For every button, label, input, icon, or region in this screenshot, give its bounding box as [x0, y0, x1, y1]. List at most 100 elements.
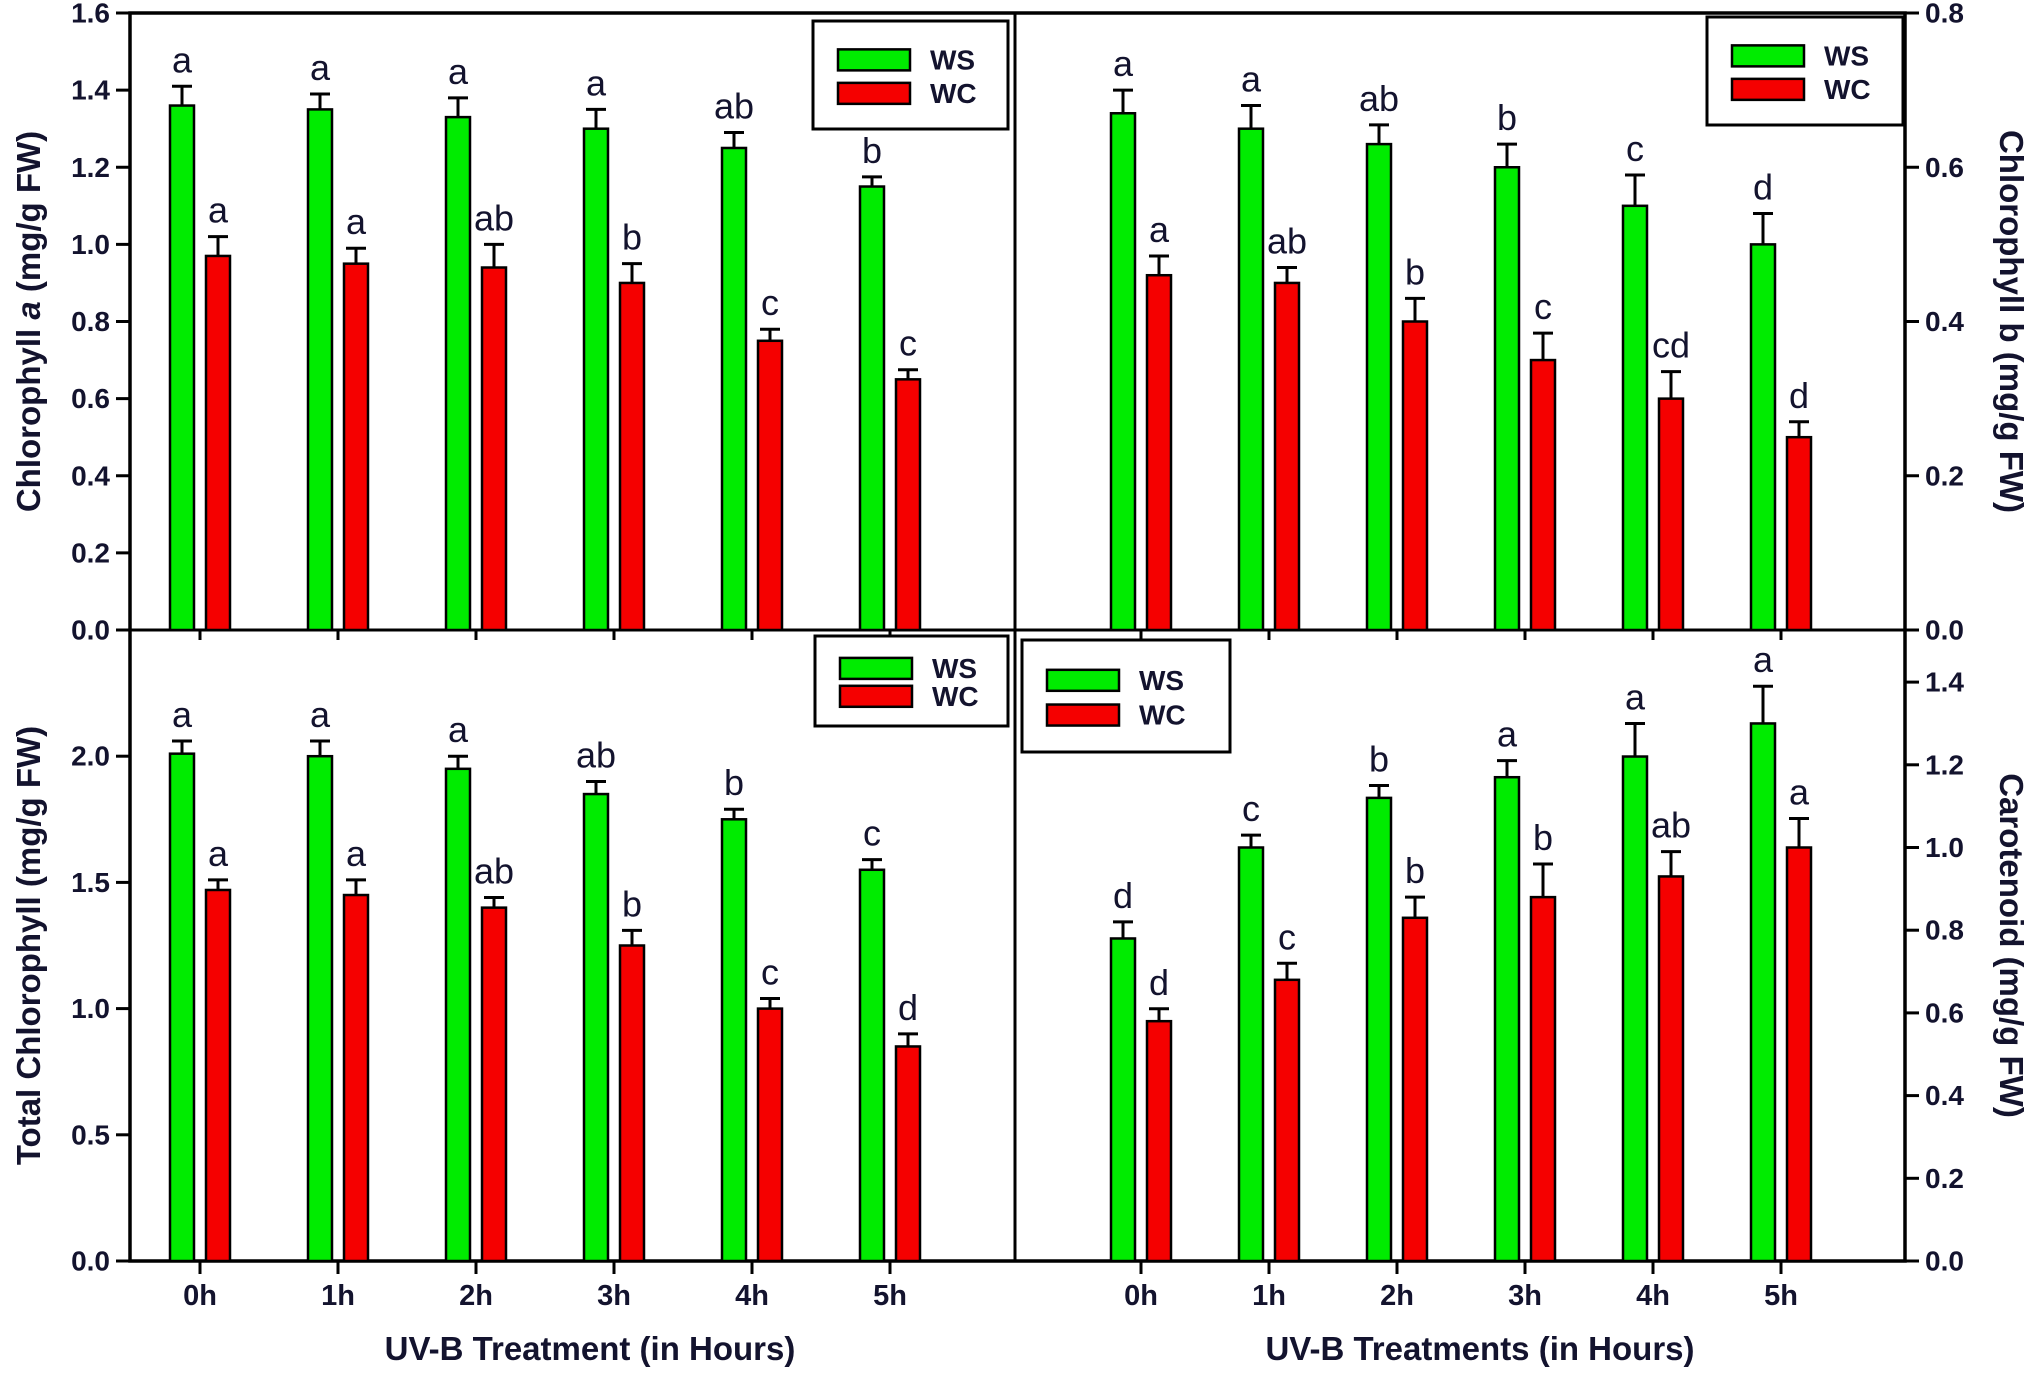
- sig-letter-total_chl-wc-5h: d: [898, 987, 918, 1028]
- xtick-label-left-2h: 2h: [459, 1280, 493, 1312]
- sig-letter-chl_a-ws-4h: ab: [714, 86, 754, 127]
- bar-carotenoid-ws-2h: [1365, 796, 1393, 1263]
- ytick-label-carotenoid-0.0: 0.0: [1925, 1246, 1964, 1277]
- sig-letter-chl_a-wc-1h: a: [346, 201, 367, 242]
- sig-letter-carotenoid-wc-3h: b: [1533, 817, 1553, 858]
- sig-letter-chl_a-ws-5h: b: [862, 130, 882, 171]
- y-axis-title-carotenoid: Carotenoid (mg/g FW): [1993, 773, 2030, 1118]
- sig-letter-carotenoid-wc-2h: b: [1405, 850, 1425, 891]
- xtick-label-left-5h: 5h: [873, 1280, 907, 1312]
- xtick-label-right-3h: 3h: [1508, 1280, 1542, 1312]
- y-axis-title-chl_a: Chlorophyll a (mg/g FW): [10, 131, 47, 512]
- bar-total_chl-ws-2h: [444, 767, 472, 1263]
- y-axis-title-total_chl: Total Chlorophyll (mg/g FW): [10, 726, 47, 1165]
- bar-carotenoid-wc-2h: [1401, 916, 1429, 1263]
- bar-carotenoid-wc-4h: [1657, 875, 1685, 1263]
- sig-letter-carotenoid-wc-4h: ab: [1651, 805, 1691, 846]
- ytick-label-total_chl-1.5: 1.5: [71, 867, 110, 898]
- bar-total_chl-wc-4h: [756, 1007, 784, 1263]
- sig-letter-chl_b-ws-3h: b: [1497, 97, 1517, 138]
- sig-letter-total_chl-ws-2h: a: [448, 709, 469, 750]
- bar-chl_a-wc-0h: [204, 254, 232, 632]
- legend-swatch-ws-chl_a: [836, 48, 912, 72]
- sig-letter-chl_b-wc-4h: cd: [1652, 325, 1690, 366]
- sig-letter-chl_b-ws-2h: ab: [1359, 78, 1399, 119]
- bar-chl_b-ws-2h: [1365, 142, 1393, 632]
- bar-carotenoid-ws-0h: [1109, 937, 1137, 1263]
- ytick-label-carotenoid-0.6: 0.6: [1925, 997, 1964, 1028]
- sig-letter-chl_b-wc-3h: c: [1534, 286, 1552, 327]
- legend-swatch-wc-chl_b: [1730, 77, 1806, 102]
- xtick-label-left-0h: 0h: [183, 1280, 217, 1312]
- bar-total_chl-ws-1h: [306, 754, 334, 1263]
- bar-chl_a-wc-4h: [756, 339, 784, 632]
- legend-label-ws-carotenoid: WS: [1139, 665, 1184, 696]
- sig-letter-carotenoid-wc-1h: c: [1278, 916, 1296, 957]
- sig-letter-chl_b-ws-5h: d: [1753, 167, 1773, 208]
- x-axis-title-left: UV-B Treatment (in Hours): [385, 1330, 796, 1367]
- sig-letter-chl_a-ws-3h: a: [586, 62, 607, 103]
- bar-chl_a-wc-2h: [480, 266, 508, 632]
- bar-chl_b-wc-4h: [1657, 397, 1685, 632]
- ytick-label-chl_b-0.2: 0.2: [1925, 460, 1964, 491]
- bar-total_chl-ws-5h: [858, 868, 886, 1263]
- bar-carotenoid-ws-5h: [1749, 722, 1777, 1263]
- bar-carotenoid-wc-1h: [1273, 978, 1301, 1263]
- sig-letter-chl_a-wc-3h: b: [622, 217, 642, 258]
- bar-chl_b-wc-1h: [1273, 281, 1301, 632]
- legend-label-wc-chl_a: WC: [930, 78, 977, 109]
- bar-chl_a-ws-4h: [720, 146, 748, 632]
- sig-letter-total_chl-wc-4h: c: [761, 952, 779, 993]
- bar-chl_a-ws-5h: [858, 185, 886, 632]
- sig-letter-chl_b-wc-0h: a: [1149, 209, 1170, 250]
- sig-letter-carotenoid-wc-5h: a: [1789, 772, 1810, 813]
- xtick-label-right-5h: 5h: [1764, 1280, 1798, 1312]
- ytick-label-chl_a-0.0: 0.0: [71, 615, 110, 646]
- sig-letter-carotenoid-ws-1h: c: [1242, 788, 1260, 829]
- sig-letter-carotenoid-ws-4h: a: [1625, 676, 1646, 717]
- legend-swatch-wc-chl_a: [836, 81, 912, 106]
- plot-frame: [128, 11, 1907, 1263]
- bar-carotenoid-wc-0h: [1145, 1019, 1173, 1263]
- legend-box-chl_b: [1705, 15, 1905, 127]
- xtick-label-right-2h: 2h: [1380, 1280, 1414, 1312]
- legend-box-chl_a: [811, 19, 1010, 131]
- bar-chl_a-wc-3h: [618, 281, 646, 632]
- ytick-label-carotenoid-0.8: 0.8: [1925, 915, 1964, 946]
- ytick-label-chl_a-1.6: 1.6: [71, 0, 110, 29]
- legend-label-ws-total_chl: WS: [932, 653, 977, 684]
- legend-swatch-wc-total_chl: [838, 684, 914, 709]
- sig-letter-carotenoid-ws-3h: a: [1497, 714, 1518, 755]
- bar-carotenoid-ws-1h: [1237, 846, 1265, 1263]
- sig-letter-total_chl-ws-4h: b: [724, 762, 744, 803]
- sig-letter-carotenoid-ws-0h: d: [1113, 875, 1133, 916]
- bar-chl_b-ws-3h: [1493, 166, 1521, 632]
- ytick-label-chl_b-0.6: 0.6: [1925, 152, 1964, 183]
- xtick-label-right-4h: 4h: [1636, 1280, 1670, 1312]
- ytick-label-chl_a-0.4: 0.4: [71, 460, 110, 491]
- ytick-label-chl_b-0.0: 0.0: [1925, 615, 1964, 646]
- legend-label-ws-chl_b: WS: [1824, 40, 1869, 71]
- sig-letter-chl_b-ws-4h: c: [1626, 128, 1644, 169]
- bar-total_chl-ws-0h: [168, 752, 196, 1263]
- sig-letter-chl_a-wc-5h: c: [899, 323, 917, 364]
- bar-chl_b-ws-4h: [1621, 204, 1649, 632]
- ytick-label-carotenoid-1.2: 1.2: [1925, 749, 1964, 780]
- xtick-label-left-1h: 1h: [321, 1280, 355, 1312]
- bar-chl_b-wc-0h: [1145, 273, 1173, 632]
- legend-label-wc-chl_b: WC: [1824, 74, 1871, 105]
- legend-label-wc-total_chl: WC: [932, 681, 979, 712]
- sig-letter-total_chl-ws-3h: ab: [576, 734, 616, 775]
- sig-letter-total_chl-ws-0h: a: [172, 694, 193, 735]
- bar-total_chl-ws-3h: [582, 792, 610, 1263]
- bar-carotenoid-ws-3h: [1493, 775, 1521, 1263]
- ytick-label-carotenoid-1.4: 1.4: [1925, 667, 1964, 698]
- bar-total_chl-wc-0h: [204, 888, 232, 1263]
- ytick-label-chl_a-0.8: 0.8: [71, 306, 110, 337]
- ytick-label-chl_a-1.2: 1.2: [71, 152, 110, 183]
- bar-chl_b-ws-5h: [1749, 243, 1777, 632]
- xtick-label-left-4h: 4h: [735, 1280, 769, 1312]
- sig-letter-chl_b-wc-1h: ab: [1267, 221, 1307, 262]
- ytick-label-total_chl-1.0: 1.0: [71, 993, 110, 1024]
